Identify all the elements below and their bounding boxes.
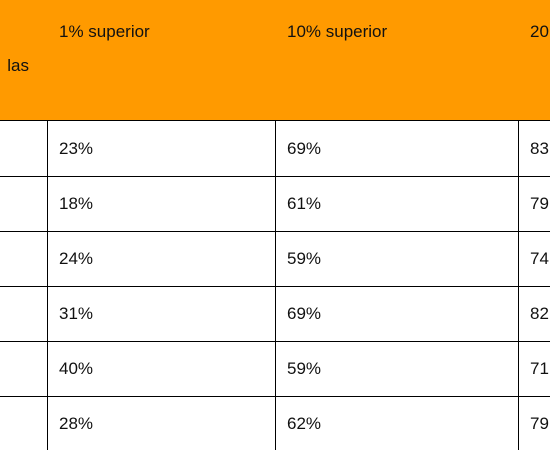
cell-text: 18% <box>59 193 94 213</box>
data-cell: 69% <box>275 121 519 177</box>
cell-text: 10% superior <box>287 22 388 41</box>
data-cell: 74 <box>518 231 550 287</box>
data-cell: 40% <box>47 341 276 397</box>
cell-text: 23% <box>59 138 94 158</box>
data-cell: 23% <box>47 121 276 177</box>
cell-text: 31% <box>59 303 94 323</box>
row-label-cell <box>0 121 48 177</box>
data-cell: 83 <box>518 121 550 177</box>
data-cell: 71 <box>518 341 550 397</box>
row-label-cell <box>0 396 48 450</box>
cell-text: 79 <box>530 413 549 433</box>
cell-text: 83 <box>530 138 549 158</box>
data-cell: 82 <box>518 286 550 342</box>
cell-text: 1% superior <box>59 22 150 41</box>
cell-text: 71 <box>530 358 549 378</box>
cell-text: 20 <box>530 22 549 41</box>
data-cell: 24% <box>47 231 276 287</box>
data-cell: 59% <box>275 231 519 287</box>
header-cell: las <box>0 0 48 121</box>
data-cell: 28% <box>47 396 276 450</box>
cell-text: 74 <box>530 248 549 268</box>
cell-text: las <box>7 56 29 75</box>
cell-text: 82 <box>530 303 549 323</box>
cell-text: 69% <box>287 303 322 323</box>
cell-text: 28% <box>59 413 94 433</box>
header-cell: 10% superior <box>275 0 519 121</box>
header-cell: 1% superior <box>47 0 276 121</box>
row-label-cell <box>0 286 48 342</box>
row-label-cell <box>0 176 48 232</box>
cell-text: 69% <box>287 138 322 158</box>
row-label-cell <box>0 341 48 397</box>
cell-text: 40% <box>59 358 94 378</box>
cell-text: 79 <box>530 193 549 213</box>
data-cell: 18% <box>47 176 276 232</box>
data-cell: 62% <box>275 396 519 450</box>
data-cell: 31% <box>47 286 276 342</box>
cell-text: 59% <box>287 358 322 378</box>
data-cell: 79 <box>518 176 550 232</box>
data-cell: 79 <box>518 396 550 450</box>
row-label-cell <box>0 231 48 287</box>
data-cell: 69% <box>275 286 519 342</box>
cell-text: 24% <box>59 248 94 268</box>
data-cell: 61% <box>275 176 519 232</box>
cell-text: 61% <box>287 193 322 213</box>
header-cell: 20 <box>518 0 550 121</box>
cell-text: 59% <box>287 248 322 268</box>
data-cell: 59% <box>275 341 519 397</box>
cell-text: 62% <box>287 413 322 433</box>
